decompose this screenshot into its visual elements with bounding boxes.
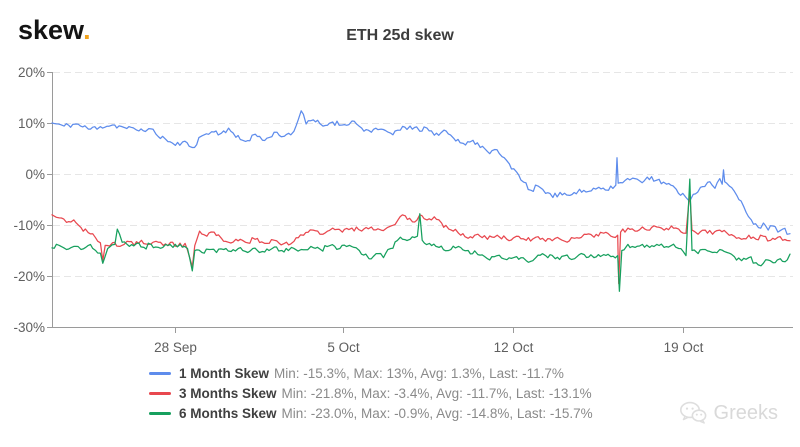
- series-line-6-months-skew: [51, 178, 791, 292]
- x-axis-label: 5 Oct: [327, 340, 360, 355]
- legend-swatch-6-months: [149, 411, 171, 415]
- x-axis-label: 28 Sep: [154, 340, 197, 355]
- y-axis-label: -20%: [13, 269, 45, 284]
- series-line-3-months-skew: [51, 191, 791, 285]
- y-axis-label: 0%: [25, 167, 45, 182]
- watermark-label: Greeks: [713, 401, 778, 424]
- y-axis-label: 10%: [18, 116, 45, 131]
- legend-item-6-months-skew[interactable]: 6 Months Skew Min: -23.0%, Max: -0.9%, A…: [149, 403, 593, 423]
- chart-legend: 1 Month Skew Min: -15.3%, Max: 13%, Avg:…: [149, 363, 593, 423]
- chart-title: ETH 25d skew: [346, 27, 454, 44]
- legend-item-1-month-skew[interactable]: 1 Month Skew Min: -15.3%, Max: 13%, Avg:…: [149, 363, 593, 383]
- legend-label: 3 Months Skew: [179, 385, 277, 401]
- legend-swatch-3-months: [149, 391, 171, 395]
- legend-label: 6 Months Skew: [179, 405, 277, 421]
- series-line-1-month-skew: [51, 110, 791, 235]
- legend-stats: Min: -15.3%, Max: 13%, Avg: 1.3%, Last: …: [274, 365, 564, 381]
- x-axis-label: 12 Oct: [494, 340, 534, 355]
- legend-swatch-1-month: [149, 371, 171, 375]
- greeks-watermark: Greeks: [679, 401, 778, 425]
- y-axis-label: -10%: [13, 218, 45, 233]
- y-axis-label: -30%: [13, 320, 45, 335]
- x-axis-label: 19 Oct: [664, 340, 704, 355]
- wechat-icon: [679, 401, 706, 424]
- skew-logo-text: skew: [18, 15, 84, 45]
- y-axis-label: 20%: [18, 65, 45, 80]
- legend-label: 1 Month Skew: [179, 365, 270, 381]
- legend-item-3-months-skew[interactable]: 3 Months Skew Min: -21.8%, Max: -3.4%, A…: [149, 383, 593, 403]
- legend-stats: Min: -23.0%, Max: -0.9%, Avg: -14.8%, La…: [281, 405, 593, 421]
- skew-logo[interactable]: skew.: [18, 15, 91, 46]
- skew-logo-dot: .: [83, 15, 91, 45]
- legend-stats: Min: -21.8%, Max: -3.4%, Avg: -11.7%, La…: [281, 385, 592, 401]
